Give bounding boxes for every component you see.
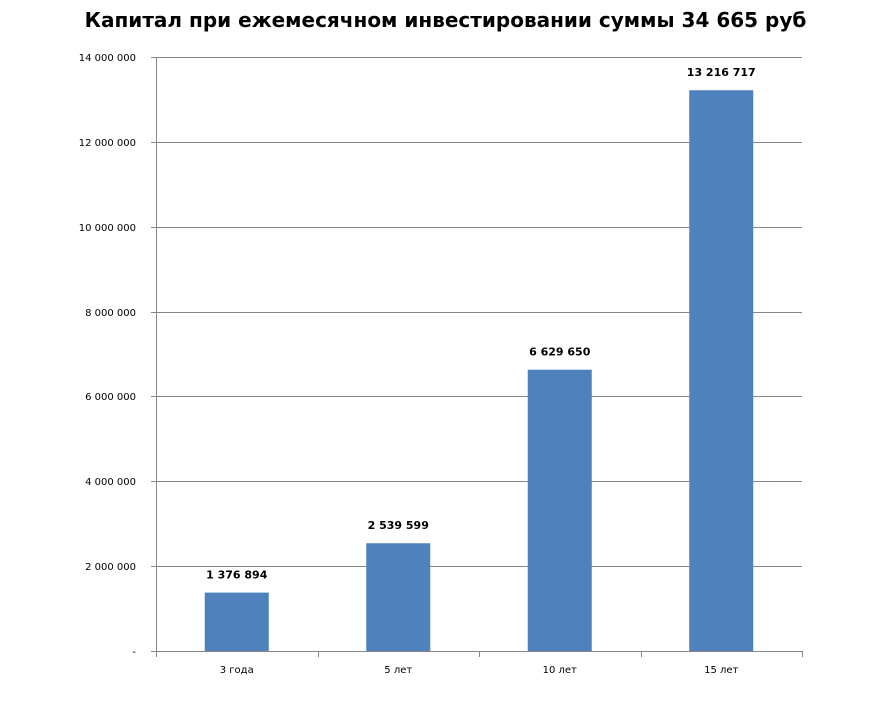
y-tick-label: 8 000 000 bbox=[85, 308, 136, 319]
y-tick-label: 2 000 000 bbox=[85, 562, 136, 573]
y-tick-label: 14 000 000 bbox=[79, 53, 136, 64]
x-tick-label: 5 лет bbox=[384, 665, 412, 676]
y-tick-label: 4 000 000 bbox=[85, 477, 136, 488]
y-tick-label: 6 000 000 bbox=[85, 392, 136, 403]
data-label: 6 629 650 bbox=[529, 346, 591, 359]
y-tick-label: 10 000 000 bbox=[79, 223, 136, 234]
y-tick-label: 12 000 000 bbox=[79, 138, 136, 149]
bar bbox=[689, 90, 754, 651]
data-labels: 1 376 894 2 539 599 6 629 650 13 216 717 bbox=[206, 66, 756, 581]
x-tick-label: 3 года bbox=[220, 665, 254, 676]
y-tick-labels: - 2 000 000 4 000 000 6 000 000 8 000 000 10 … bbox=[79, 53, 137, 658]
bar bbox=[366, 543, 431, 651]
data-label: 13 216 717 bbox=[687, 66, 756, 79]
bar bbox=[527, 369, 592, 651]
x-tick-label: 15 лет bbox=[704, 665, 738, 676]
x-tick-labels: 3 года 5 лет 10 лет 15 лет bbox=[220, 665, 739, 676]
y-tick-label: - bbox=[132, 647, 136, 658]
bars bbox=[204, 90, 754, 651]
data-label: 1 376 894 bbox=[206, 569, 268, 582]
axes bbox=[151, 57, 803, 657]
bar bbox=[204, 592, 269, 651]
data-label: 2 539 599 bbox=[368, 519, 429, 532]
x-tick-label: 10 лет bbox=[543, 665, 577, 676]
chart-title: Капитал при ежемесячном инвестировании с… bbox=[84, 8, 807, 32]
